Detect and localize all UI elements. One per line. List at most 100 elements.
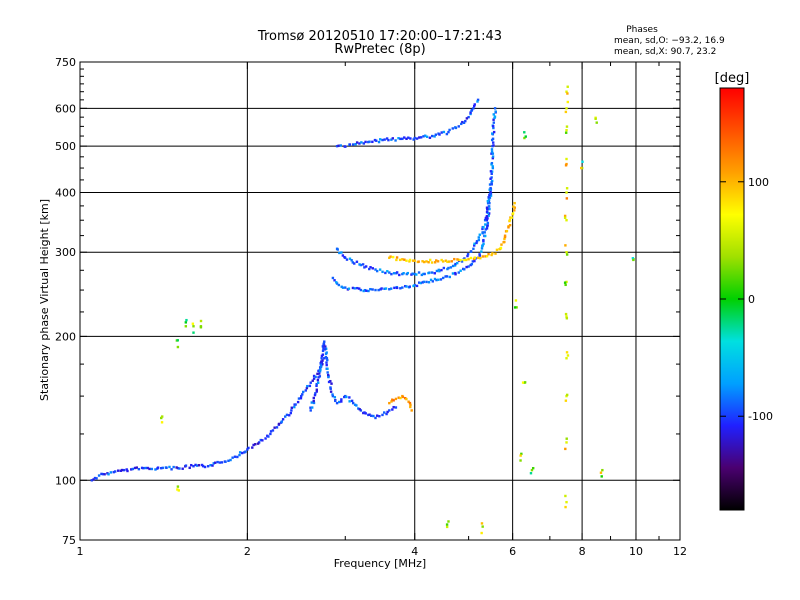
data-point [337,283,341,287]
data-point [311,379,314,382]
data-point [415,273,418,276]
data-point [160,466,163,470]
data-point [109,471,113,474]
data-point [413,283,416,287]
data-point [373,138,377,142]
data-point [387,138,390,142]
data-point [437,278,440,281]
data-point [471,260,475,263]
data-point [394,406,398,409]
data-point [345,395,348,399]
data-point [490,253,493,257]
data-point [325,363,328,367]
data-point [261,439,264,442]
data-point [507,226,510,229]
data-point [485,210,489,214]
data-point [461,120,464,124]
data-point [565,191,568,194]
data-point [489,177,492,180]
data-point [482,242,485,246]
data-point [383,287,386,291]
data-point [188,466,191,470]
data-point [565,251,568,254]
data-point [322,343,325,346]
data-point [499,246,503,250]
data-point [460,122,463,126]
data-point [491,152,495,155]
data-point [565,357,568,360]
data-point [305,386,309,390]
data-point [306,384,309,388]
data-point [394,397,398,401]
data-point [465,265,468,269]
data-point [175,466,178,469]
data-point [374,416,377,420]
data-point [312,399,315,403]
data-point [142,466,145,470]
data-point [595,121,598,124]
data-point [363,288,367,292]
data-point [457,271,460,274]
data-point [326,367,329,370]
data-point [364,140,367,144]
data-point [456,261,459,265]
data-point [433,135,436,138]
data-point [393,286,396,290]
data-point [331,394,335,398]
data-point [594,117,597,120]
data-point [491,155,495,158]
data-point [405,259,408,262]
data-point [288,414,291,417]
data-point [434,133,438,136]
data-point [378,415,381,418]
data-point [329,390,333,393]
data-point [448,275,451,279]
data-point [425,135,429,138]
data-point [177,489,180,492]
data-point [490,150,494,153]
data-point [565,125,569,128]
data-point [294,403,297,406]
data-point [407,400,410,403]
data-point [126,469,129,473]
data-point [131,467,135,471]
data-point [378,138,382,141]
data-point [363,411,366,414]
colorbar-label: [deg] [715,71,750,86]
data-point [431,280,434,283]
data-point [355,260,359,263]
data-point [251,446,254,449]
data-point [229,458,232,462]
data-point [348,400,351,403]
data-point [485,227,489,230]
data-point [419,281,422,285]
data-point [372,414,375,418]
data-point [485,215,489,218]
data-point [445,275,449,278]
data-point [359,263,363,267]
data-point [491,132,494,135]
data-point [388,401,391,405]
data-point [498,247,501,251]
data-point [415,137,419,140]
data-point [331,393,334,396]
data-point [388,288,391,291]
data-point [463,268,466,271]
data-point [178,467,181,470]
data-point [451,127,454,130]
data-point [340,251,343,254]
data-point [513,209,516,212]
data-point [485,206,489,209]
data-point [319,365,323,369]
data-point [343,255,346,259]
data-point [354,142,357,146]
x-tick-label: 12 [673,545,687,558]
data-point [472,247,475,250]
data-point [368,267,371,271]
data-point [144,466,147,470]
data-point [488,188,491,191]
data-point [101,472,105,476]
data-point [246,448,249,451]
data-point [362,289,365,293]
data-point [318,375,322,378]
